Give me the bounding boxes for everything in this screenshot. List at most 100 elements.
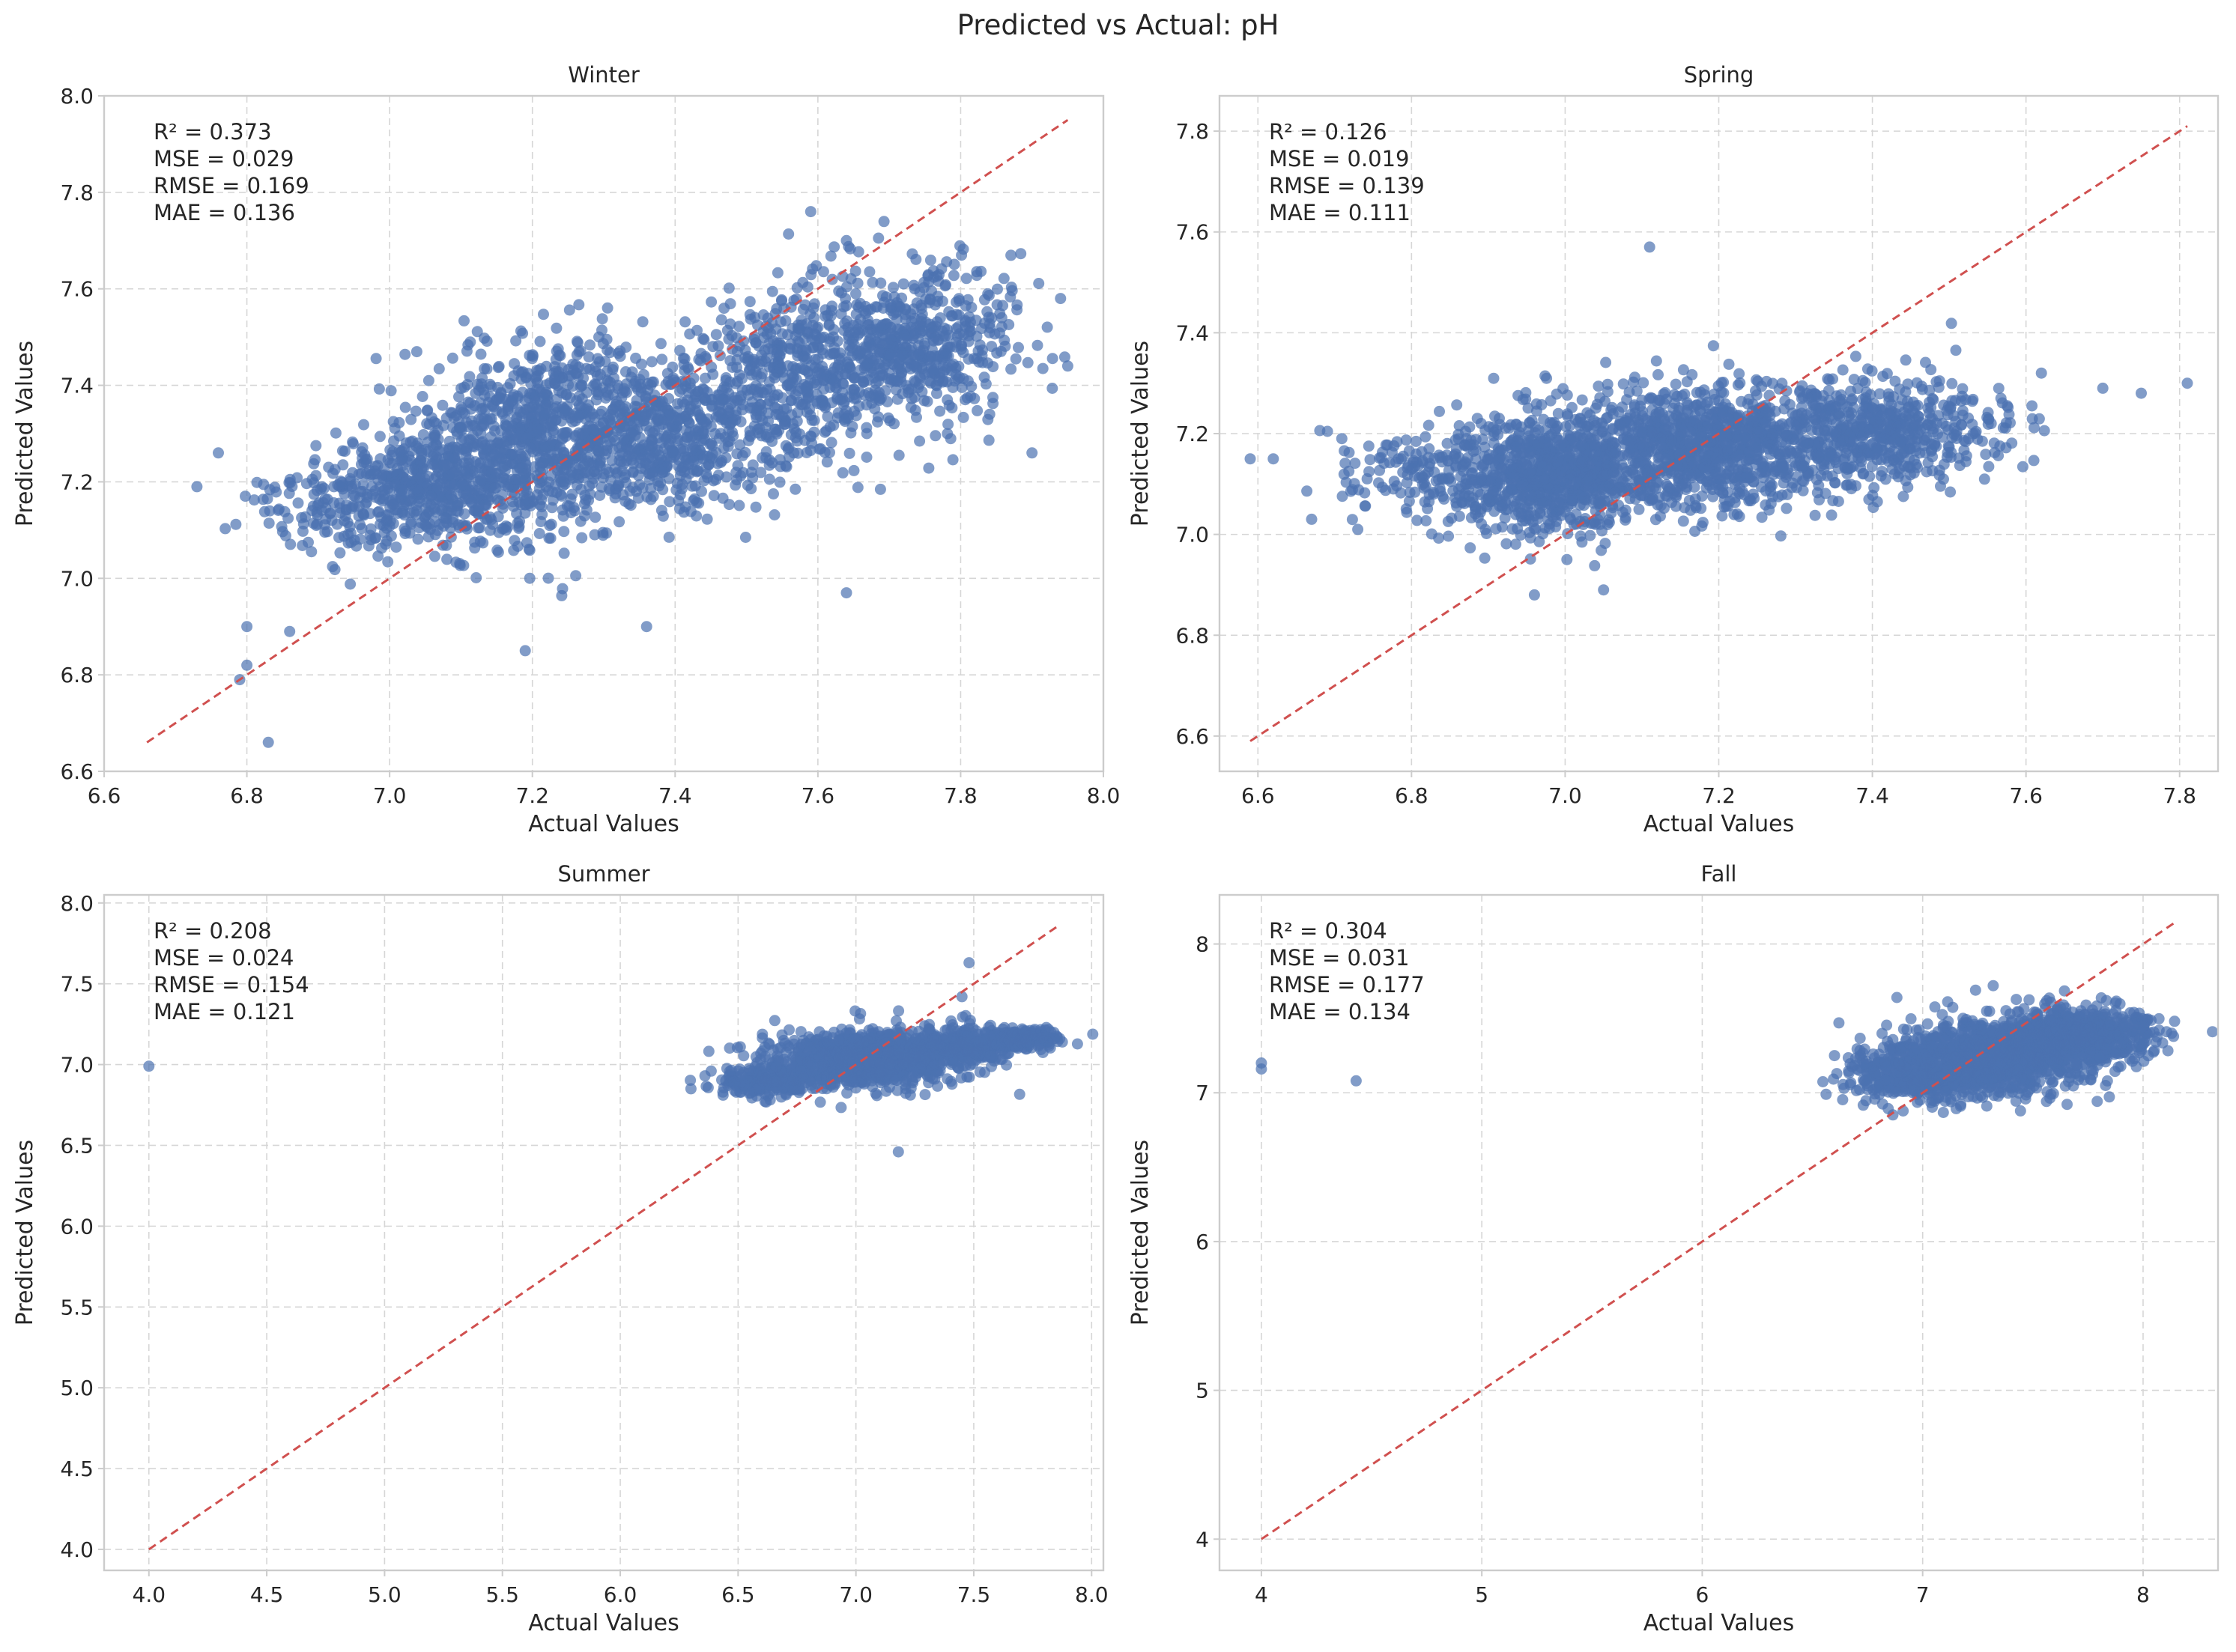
- scatter-point: [475, 404, 487, 416]
- scatter-point: [550, 353, 562, 365]
- scatter-point: [717, 492, 729, 504]
- scatter-point: [1689, 526, 1701, 537]
- scatter-point: [1600, 356, 1612, 368]
- scatter-point: [1722, 500, 1734, 512]
- scatter-point: [839, 368, 851, 380]
- x-tick-label: 7.4: [1855, 783, 1889, 808]
- scatter-point: [388, 435, 399, 447]
- scatter-point: [240, 491, 251, 502]
- scatter-point: [1813, 479, 1825, 491]
- scatter-point: [627, 467, 639, 479]
- scatter-point: [1641, 415, 1653, 427]
- scatter-point: [755, 467, 767, 479]
- scatter-point: [1524, 467, 1536, 479]
- scatter-point: [592, 445, 604, 457]
- scatter-point: [899, 330, 911, 341]
- scatter-point: [957, 243, 969, 255]
- scatter-point: [1575, 458, 1587, 470]
- scatter-point: [1706, 409, 1718, 420]
- scatter-point: [476, 437, 488, 449]
- scatter-point: [655, 477, 667, 489]
- subplot-spring: 6.6 6.8 7.0 7.2 7.4 7.6 7.86.66.87.07.27.47.67…: [1127, 62, 2220, 837]
- scatter-point: [914, 435, 926, 447]
- scatter-point: [604, 347, 616, 359]
- scatter-point: [918, 282, 930, 294]
- scatter-point: [1739, 489, 1751, 501]
- scatter-point: [1658, 502, 1670, 514]
- scatter-point: [534, 335, 546, 347]
- scatter-point: [1411, 514, 1423, 526]
- scatter-point: [596, 313, 608, 325]
- scatter-point: [508, 370, 520, 382]
- scatter-point: [378, 526, 390, 538]
- scatter-point: [397, 466, 409, 478]
- scatter-point: [716, 395, 728, 406]
- scatter-point: [600, 464, 612, 476]
- scatter-point: [953, 360, 965, 372]
- scatter-point: [837, 398, 849, 410]
- scatter-point: [1605, 507, 1617, 519]
- scatter-point: [1652, 368, 1664, 380]
- scatter-point: [576, 532, 588, 544]
- scatter-point: [1694, 404, 1706, 416]
- scatter-point: [774, 476, 786, 488]
- scatter-point: [1569, 413, 1581, 425]
- x-tick-label: 6.6: [88, 783, 121, 808]
- scatter-point: [630, 352, 642, 364]
- scatter-point: [913, 348, 925, 360]
- x-tick-label: 7.6: [802, 783, 835, 808]
- scatter-point: [1682, 468, 1694, 480]
- scatter-point: [529, 394, 541, 405]
- scatter-point: [924, 254, 936, 266]
- scatter-point: [390, 479, 401, 491]
- scatter-point: [852, 482, 864, 494]
- scatter-point: [1709, 394, 1721, 405]
- scatter-point: [443, 469, 455, 481]
- scatter-point: [716, 455, 728, 467]
- scatter-point: [407, 435, 418, 447]
- scatter-point: [1655, 440, 1667, 452]
- scatter-point: [548, 425, 560, 437]
- scatter-point: [1579, 424, 1591, 436]
- scatter-point: [631, 485, 642, 497]
- outlier-point: [840, 234, 852, 246]
- scatter-point: [356, 446, 368, 458]
- scatter-point: [754, 358, 765, 370]
- scatter-point: [410, 405, 422, 417]
- scatter-point: [1617, 378, 1629, 390]
- scatter-point: [420, 509, 432, 521]
- scatter-point: [556, 490, 568, 502]
- scatter-point: [571, 335, 583, 347]
- y-tick-label: 7.2: [1175, 422, 1209, 446]
- scatter-point: [1685, 416, 1697, 428]
- scatter-point: [966, 380, 978, 392]
- scatter-point: [1446, 512, 1458, 524]
- scatter-point: [723, 405, 735, 417]
- scatter-point: [370, 532, 382, 544]
- y-tick-label: 7.6: [60, 277, 94, 302]
- scatter-point: [1636, 476, 1648, 488]
- scatter-point: [1520, 393, 1532, 405]
- scatter-point: [557, 510, 569, 522]
- scatter-point: [1667, 402, 1679, 414]
- scatter-point: [1900, 354, 1912, 366]
- scatter-point: [1677, 515, 1689, 527]
- scatter-point: [1644, 476, 1656, 488]
- scatter-point: [858, 305, 870, 317]
- scatter-point: [494, 438, 506, 450]
- scatter-point: [821, 456, 833, 468]
- scatter-point: [462, 492, 474, 504]
- scatter-point: [939, 330, 951, 342]
- scatter-point: [399, 348, 411, 360]
- scatter-point: [596, 324, 608, 336]
- scatter-point: [616, 412, 628, 424]
- scatter-point: [471, 378, 483, 390]
- scatter-point: [579, 498, 590, 510]
- scatter-point: [782, 360, 794, 372]
- scatter-point: [861, 428, 873, 440]
- scatter-point: [1005, 249, 1017, 261]
- scatter-point: [874, 347, 886, 359]
- scatter-point: [348, 490, 360, 502]
- scatter-point: [1601, 459, 1612, 471]
